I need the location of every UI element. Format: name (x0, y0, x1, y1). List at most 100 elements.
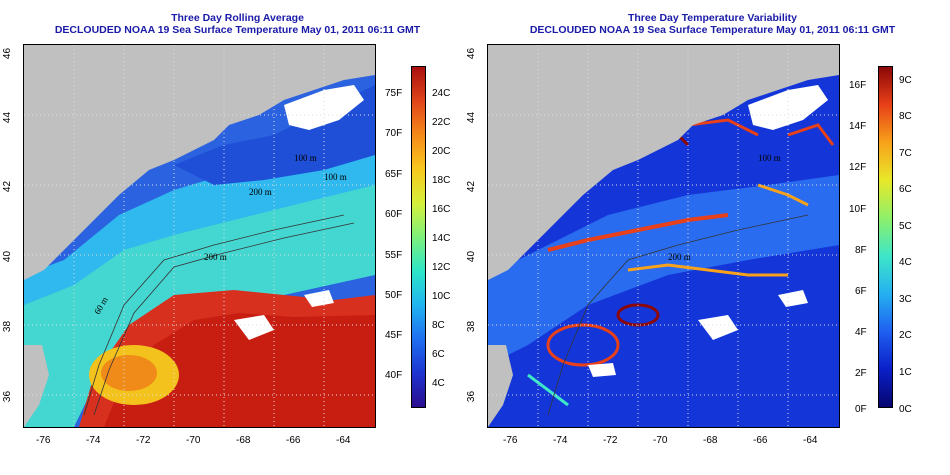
colorbar-label-f: 75F (385, 88, 403, 99)
left-title-line2: DECLOUDED NOAA 19 Sea Surface Temperatur… (54, 24, 421, 36)
colorbar-label-c: 3C (899, 294, 912, 305)
contour-label: 200 m (249, 187, 272, 197)
y-tick: 40 (466, 250, 478, 263)
x-tick: -66 (753, 435, 768, 446)
colorbar-label-f: 6F (855, 286, 867, 297)
y-tick: 38 (466, 320, 478, 333)
colorbar-label-f: 55F (385, 250, 403, 261)
colorbar-label-c: 16C (432, 204, 451, 215)
variability-band (488, 175, 839, 365)
cloud-patch (588, 363, 616, 377)
colorbar-label-c: 6C (899, 184, 912, 195)
thermal-front (627, 263, 788, 277)
colorbar-label-c: 2C (899, 330, 912, 341)
x-tick: -74 (553, 435, 568, 446)
thermal-front (757, 183, 809, 207)
isobath (547, 214, 809, 416)
colorbar-label-c: 9C (899, 75, 912, 86)
cloud-patch (778, 290, 808, 307)
right-title: Three Day Temperature Variability DECLOU… (475, 12, 950, 36)
x-tick: -68 (236, 435, 251, 446)
thermal-front (787, 123, 835, 146)
right-title-line1: Three Day Temperature Variability (627, 12, 798, 24)
colorbar-label-c: 1C (899, 367, 912, 378)
contour-label: 100 m (294, 153, 317, 163)
isobath (83, 214, 345, 416)
colorbar-label-f: 4F (855, 327, 867, 338)
contour-label: 200 m (668, 252, 691, 262)
cloud-patch (304, 290, 334, 307)
cloud-patch (748, 85, 828, 130)
colorbar-label-c: 10C (432, 291, 451, 302)
y-tick: 44 (466, 111, 478, 124)
land-south (488, 345, 513, 427)
right-map-graphic: 100 m 200 m (488, 45, 839, 427)
thermal-front (527, 373, 569, 407)
colorbar-label-f: 10F (849, 204, 867, 215)
cloud-patch (698, 315, 738, 340)
colorbar-label-c: 4C (432, 378, 445, 389)
x-tick: -72 (136, 435, 151, 446)
cloud-patch (234, 315, 274, 340)
eddy-front (546, 323, 620, 367)
graticule (24, 45, 375, 427)
colorbar-label-c: 0C (899, 404, 912, 415)
y-tick: 42 (466, 180, 478, 193)
gulf-stream-core (104, 313, 375, 427)
colorbar-label-c: 5C (899, 221, 912, 232)
cloud-patch (284, 85, 364, 130)
colorbar-label-f: 60F (385, 209, 403, 220)
y-tick: 46 (2, 47, 14, 60)
x-tick: -70 (186, 435, 201, 446)
y-tick: 36 (466, 390, 478, 403)
x-tick: -70 (653, 435, 668, 446)
contour-label: 200 m (204, 252, 227, 262)
y-tick: 42 (2, 180, 14, 193)
x-tick: -76 (503, 435, 518, 446)
x-tick: -64 (336, 435, 351, 446)
x-tick: -74 (86, 435, 101, 446)
colorbar-label-c: 6C (432, 349, 445, 360)
colorbar-label-f: 2F (855, 368, 867, 379)
x-tick: -66 (286, 435, 301, 446)
colorbar-label-f: 40F (385, 370, 403, 381)
colorbar-label-f: 8F (855, 245, 867, 256)
colorbar-label-c: 24C (432, 88, 451, 99)
left-title-line1: Three Day Rolling Average (171, 12, 304, 24)
colorbar-label-f: 16F (849, 80, 867, 91)
colorbar-label-c: 14C (432, 233, 451, 244)
colorbar-label-f: 12F (849, 162, 867, 173)
contour-label: 100 m (324, 172, 347, 182)
colorbar-label-c: 18C (432, 175, 451, 186)
warm-eddy-inner (101, 355, 157, 391)
colorbar-label-f: 50F (385, 290, 403, 301)
left-title: Three Day Rolling Average DECLOUDED NOAA… (0, 12, 475, 36)
right-map-panel: Three Day Temperature Variability DECLOU… (466, 0, 950, 475)
y-tick: 44 (2, 111, 14, 124)
colorbar-label-f: 14F (849, 121, 867, 132)
colorbar-label-c: 12C (432, 262, 451, 273)
colorbar-label-c: 22C (432, 117, 451, 128)
land-mass (24, 45, 375, 280)
colorbar-label-c: 20C (432, 146, 451, 157)
sst-colorbar (411, 66, 426, 408)
contour-label: 100 m (758, 153, 781, 163)
right-variability-map: 100 m 200 m (487, 44, 840, 428)
x-tick: -64 (803, 435, 818, 446)
right-title-line2: DECLOUDED NOAA 19 Sea Surface Temperatur… (529, 24, 896, 36)
y-tick: 38 (2, 320, 14, 333)
y-tick: 40 (2, 250, 14, 263)
y-tick: 46 (466, 47, 478, 60)
isobath (93, 222, 355, 416)
left-map-graphic: 200 m 100 m 200 m 60 m 100 m (24, 45, 375, 427)
colorbar-label-f: 70F (385, 128, 403, 139)
land-south (24, 345, 49, 427)
x-tick: -68 (703, 435, 718, 446)
colorbar-label-f: 65F (385, 169, 403, 180)
left-sst-map: 200 m 100 m 200 m 60 m 100 m (23, 44, 376, 428)
x-tick: -76 (36, 435, 51, 446)
colorbar-label-f: 45F (385, 330, 403, 341)
left-map-panel: Three Day Rolling Average DECLOUDED NOAA… (0, 12, 475, 446)
colorbar-label-f: 0F (855, 404, 867, 415)
variability-colorbar (878, 66, 893, 408)
